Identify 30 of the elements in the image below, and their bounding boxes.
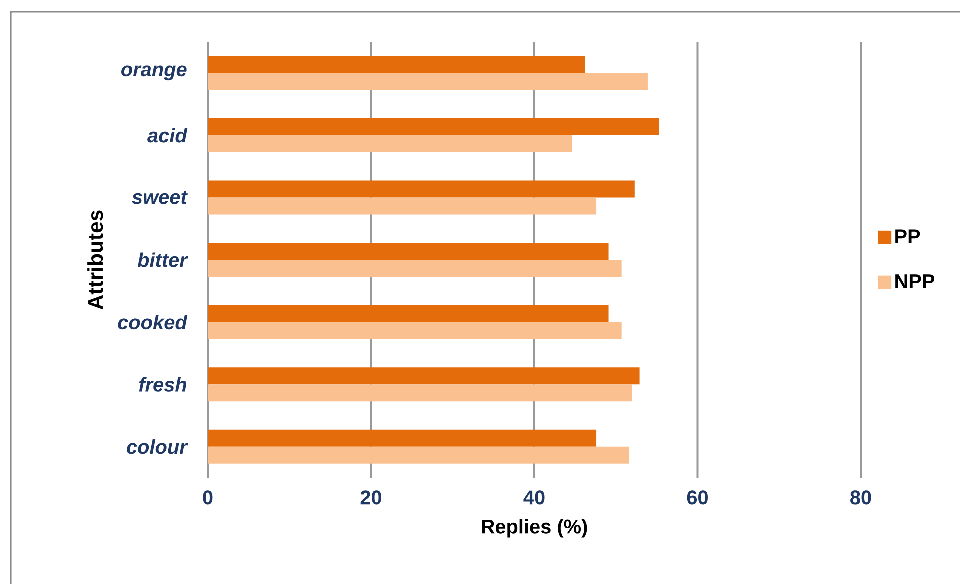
bar bbox=[208, 322, 622, 340]
x-axis-title: Replies (%) bbox=[482, 519, 588, 538]
bar bbox=[208, 430, 597, 447]
y-tick-label: acid bbox=[148, 128, 188, 143]
bar bbox=[208, 180, 635, 198]
y-tick-label: fresh bbox=[139, 377, 187, 392]
bar bbox=[208, 243, 609, 260]
bar bbox=[208, 56, 586, 74]
y-tick-label: orange bbox=[122, 66, 187, 81]
bar bbox=[208, 198, 597, 215]
x-tick-label: 40 bbox=[524, 490, 545, 505]
y-tick-label: sweet bbox=[132, 191, 188, 204]
x-tick-label: 60 bbox=[687, 490, 708, 505]
bar bbox=[208, 446, 630, 464]
y-tick-label: colour bbox=[127, 440, 188, 454]
bar bbox=[208, 305, 609, 322]
bar bbox=[208, 135, 572, 152]
legend-label: PP bbox=[896, 230, 920, 244]
x-tick-label: 80 bbox=[850, 490, 872, 505]
bar bbox=[208, 73, 648, 90]
bar bbox=[208, 260, 622, 278]
bar bbox=[208, 368, 640, 385]
bar bbox=[208, 384, 632, 402]
y-axis-title: Attributes bbox=[88, 210, 104, 310]
y-tick-label: bitter bbox=[138, 252, 188, 268]
bar bbox=[208, 118, 660, 136]
x-tick-label: 0 bbox=[203, 490, 213, 505]
legend-label: NPP bbox=[896, 274, 935, 288]
x-tick-label: 20 bbox=[360, 490, 382, 505]
y-tick-label: cooked bbox=[118, 314, 188, 330]
